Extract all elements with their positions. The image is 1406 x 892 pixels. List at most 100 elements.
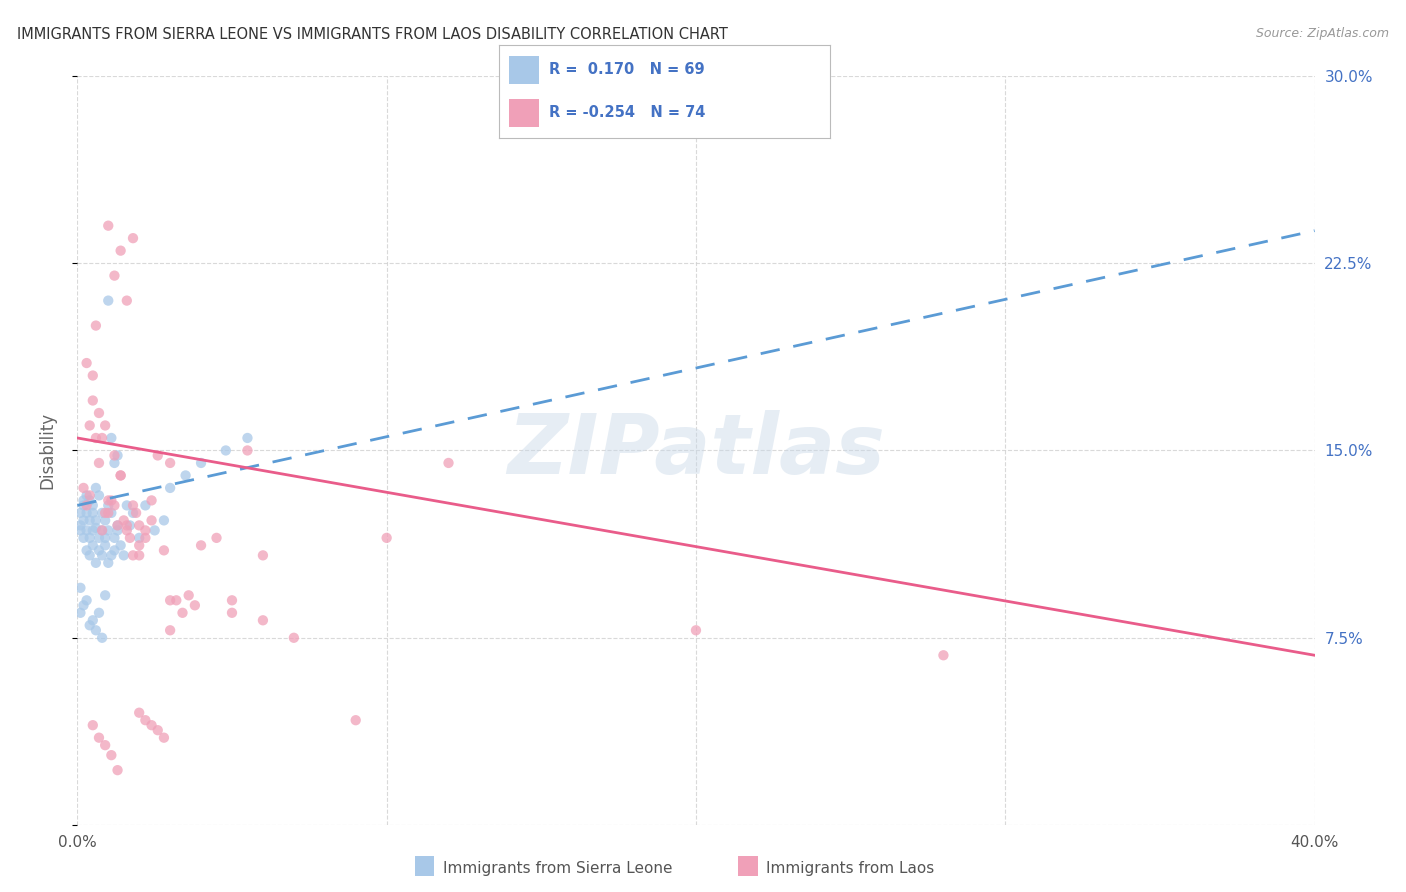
Point [72, 481, 94, 495]
Point [94, 506, 117, 520]
Point [84, 318, 107, 333]
Point [87, 456, 110, 470]
Point [91, 431, 114, 445]
Point [174, 468, 197, 483]
Point [344, 713, 367, 727]
Point [100, 549, 122, 563]
Text: Immigrants from Sierra Leone: Immigrants from Sierra Leone [443, 862, 672, 876]
Point [69, 581, 91, 595]
Point [107, 524, 129, 538]
Point [87, 488, 110, 502]
Point [79, 493, 101, 508]
FancyBboxPatch shape [509, 99, 538, 127]
Point [125, 506, 148, 520]
Point [79, 549, 101, 563]
Point [122, 549, 145, 563]
Point [69, 606, 91, 620]
Point [134, 713, 156, 727]
Point [79, 618, 101, 632]
Point [82, 538, 104, 552]
Point [122, 506, 145, 520]
Point [69, 524, 91, 538]
Point [107, 518, 129, 533]
Point [112, 513, 135, 527]
Point [215, 443, 238, 458]
Point [107, 763, 129, 777]
Point [128, 538, 150, 552]
Point [82, 506, 104, 520]
Point [76, 506, 98, 520]
Point [115, 499, 138, 513]
Point [87, 406, 110, 420]
Point [91, 549, 114, 563]
Point [100, 493, 122, 508]
Point [94, 531, 117, 545]
Point [115, 524, 138, 538]
Point [103, 531, 125, 545]
Point [375, 531, 398, 545]
Point [69, 518, 91, 533]
Point [76, 356, 98, 370]
Point [91, 631, 114, 645]
Point [141, 493, 163, 508]
Point [79, 418, 101, 433]
Point [159, 593, 181, 607]
Point [134, 499, 156, 513]
Point [153, 543, 176, 558]
Point [84, 431, 107, 445]
Point [122, 231, 145, 245]
Point [128, 549, 150, 563]
Point [76, 543, 98, 558]
Point [84, 624, 107, 638]
Point [76, 499, 98, 513]
Point [94, 538, 117, 552]
Point [72, 531, 94, 545]
Point [91, 524, 114, 538]
Point [103, 499, 125, 513]
Point [134, 524, 156, 538]
Point [437, 456, 460, 470]
Point [87, 543, 110, 558]
Point [82, 524, 104, 538]
Point [72, 499, 94, 513]
Point [94, 418, 117, 433]
Point [221, 606, 243, 620]
Point [84, 481, 107, 495]
Point [103, 449, 125, 463]
Point [122, 499, 145, 513]
Text: Immigrants from Laos: Immigrants from Laos [766, 862, 935, 876]
Point [100, 748, 122, 763]
Point [153, 513, 176, 527]
Point [97, 493, 120, 508]
Point [87, 531, 110, 545]
Point [84, 556, 107, 570]
Point [165, 593, 187, 607]
Point [153, 731, 176, 745]
Point [146, 723, 169, 738]
Point [118, 531, 141, 545]
Point [205, 531, 228, 545]
Point [82, 368, 104, 383]
Point [143, 524, 166, 538]
Point [94, 738, 117, 752]
Point [97, 499, 120, 513]
Point [159, 624, 181, 638]
Point [190, 538, 212, 552]
Point [76, 524, 98, 538]
Point [94, 588, 117, 602]
Point [72, 513, 94, 527]
Point [141, 513, 163, 527]
Point [91, 524, 114, 538]
Point [236, 431, 259, 445]
Point [91, 506, 114, 520]
Point [76, 488, 98, 502]
Point [79, 531, 101, 545]
Point [110, 468, 132, 483]
Point [118, 518, 141, 533]
Point [141, 718, 163, 732]
Point [97, 556, 120, 570]
Point [72, 599, 94, 613]
Point [252, 549, 274, 563]
Point [110, 538, 132, 552]
Point [128, 531, 150, 545]
